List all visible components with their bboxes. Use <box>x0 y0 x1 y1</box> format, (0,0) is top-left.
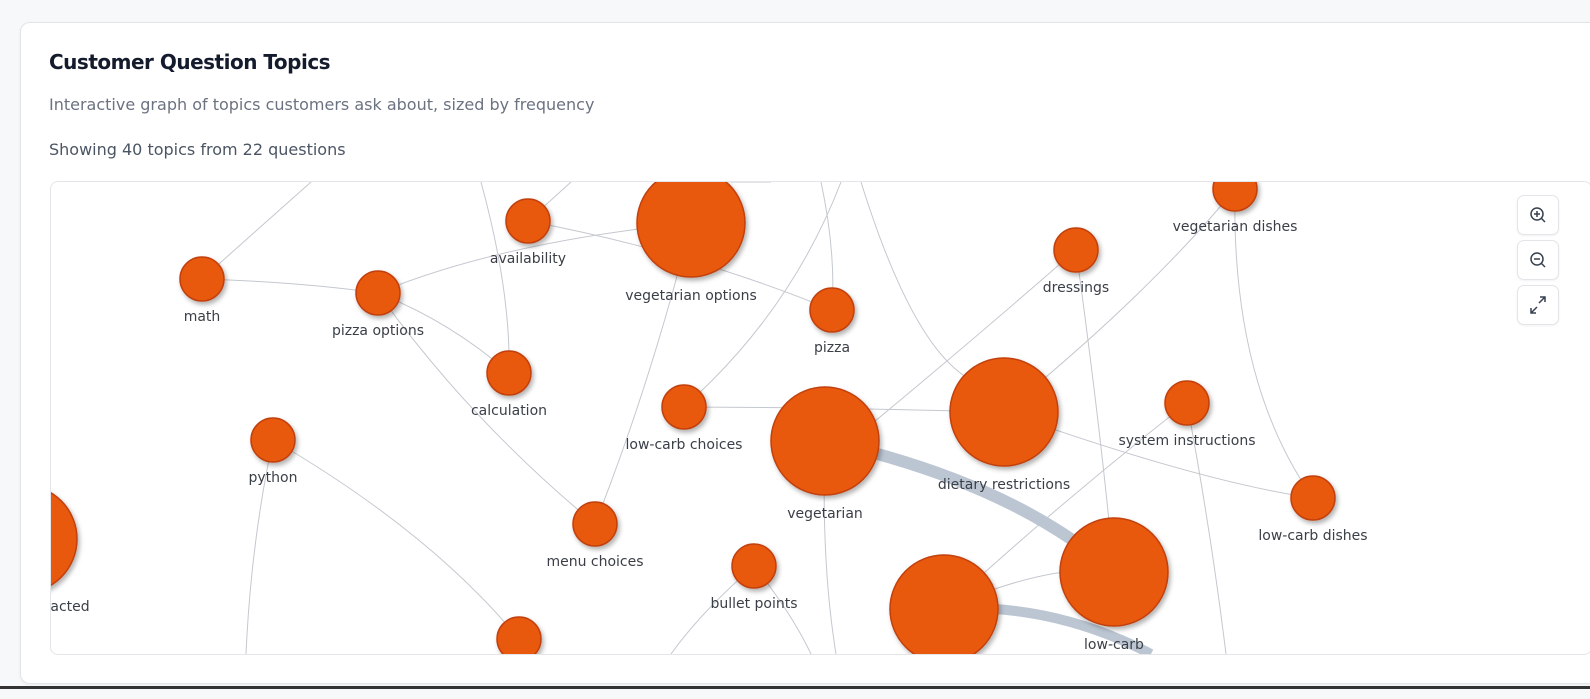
topic-node[interactable] <box>1053 227 1099 273</box>
topic-label: vegetarian options <box>625 288 757 304</box>
topic-node[interactable] <box>51 485 78 593</box>
title: Customer Question Topics <box>49 50 331 74</box>
topic-node[interactable] <box>949 357 1059 467</box>
topic-label: vegetarian <box>787 506 863 522</box>
topic-node[interactable] <box>355 270 401 316</box>
topic-label: low-carb <box>1084 637 1144 653</box>
topic-node[interactable] <box>505 198 551 244</box>
fit-view-icon <box>1530 296 1546 314</box>
topic-node[interactable] <box>1059 517 1169 627</box>
topic-label: dressings <box>1043 280 1109 296</box>
topic-label: vegetarian dishes <box>1173 219 1298 235</box>
zoom-out-button[interactable] <box>1517 240 1559 280</box>
zoom-out-icon <box>1530 252 1546 268</box>
topic-label: acted <box>51 599 90 615</box>
topic-label: availability <box>490 251 566 267</box>
topic-node[interactable] <box>1290 475 1336 521</box>
topic-node[interactable] <box>731 543 777 589</box>
topic-node[interactable] <box>889 554 999 654</box>
topic-node[interactable] <box>1212 182 1258 212</box>
topic-label: pizza <box>814 340 850 356</box>
graph[interactable]: math pizza options availability vegetarian … <box>50 181 1590 655</box>
topic-node[interactable] <box>486 350 532 396</box>
nodes: math pizza options availability vegetarian … <box>51 182 1368 654</box>
topic-label: low-carb choices <box>626 437 743 453</box>
graph-canvas[interactable]: math pizza options availability vegetarian … <box>51 182 1590 654</box>
topic-node[interactable] <box>1164 380 1210 426</box>
topic-node[interactable] <box>572 501 618 547</box>
topic-label: dietary restrictions <box>938 477 1070 493</box>
subtitle: Interactive graph of topics customers as… <box>49 95 595 114</box>
topic-node[interactable] <box>496 616 542 654</box>
topic-label: low-carb dishes <box>1258 528 1367 544</box>
topic-label: bullet points <box>710 596 797 612</box>
topic-label: system instructions <box>1118 433 1255 449</box>
topic-node[interactable] <box>636 182 746 278</box>
window-edge <box>0 686 1590 689</box>
topic-label: math <box>184 309 221 325</box>
topic-node[interactable] <box>179 256 225 302</box>
topic-label: calculation <box>471 403 547 419</box>
topic-node[interactable] <box>661 384 707 430</box>
topic-label: menu choices <box>546 554 643 570</box>
fit-view-button[interactable] <box>1517 285 1559 325</box>
topic-node[interactable] <box>809 287 855 333</box>
topic-node[interactable] <box>770 386 880 496</box>
topic-node[interactable] <box>250 417 296 463</box>
topic-label: python <box>249 470 298 486</box>
topic-label: pizza options <box>332 323 424 339</box>
summary: Showing 40 topics from 22 questions <box>49 140 346 159</box>
zoom-in-button[interactable] <box>1517 195 1559 235</box>
zoom-in-icon <box>1530 207 1546 223</box>
